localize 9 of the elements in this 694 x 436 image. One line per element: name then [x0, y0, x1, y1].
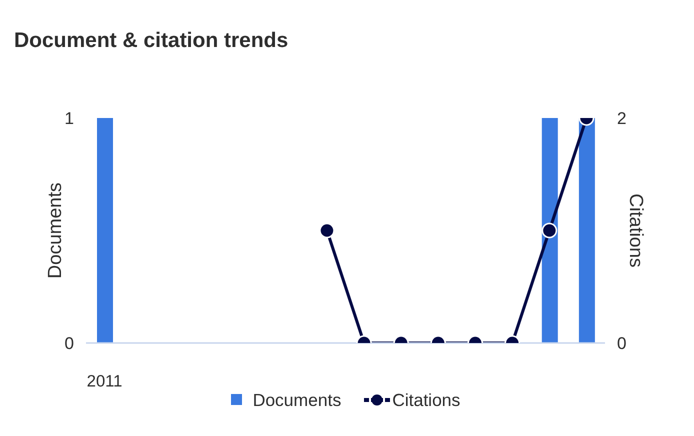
legend-label: Documents [252, 390, 342, 410]
legend-label: Citations [392, 390, 460, 410]
x-tick-label: 2011 [86, 372, 122, 391]
chart-title: Document & citation trends [14, 29, 288, 53]
y2-tick-label: 0 [617, 334, 626, 354]
y2-axis-title: Citations [626, 194, 646, 268]
y2-tick-label: 2 [617, 109, 626, 128]
y-axis-title: Documents [44, 182, 66, 279]
y-tick-label: 1 [64, 109, 74, 128]
